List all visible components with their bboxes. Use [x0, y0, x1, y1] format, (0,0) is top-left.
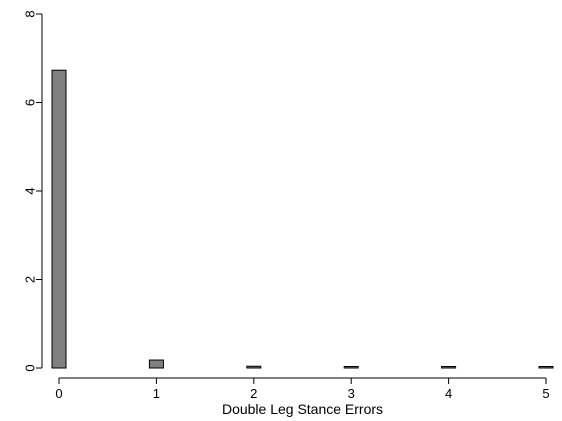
- x-tick-label-0: 0: [55, 386, 62, 401]
- x-axis-ticks: 0 1 2 3 4 5: [55, 378, 550, 401]
- x-tick-label-2: 2: [250, 386, 257, 401]
- bar-2: [246, 365, 262, 369]
- bar-0: [51, 69, 67, 369]
- y-tick-label-0: 0: [23, 364, 38, 371]
- x-tick-label-3: 3: [348, 386, 355, 401]
- y-tick-label-6: 6: [23, 99, 38, 106]
- y-tick-label-2: 2: [23, 276, 38, 283]
- x-tick-label-4: 4: [445, 386, 452, 401]
- y-tick-label-8: 8: [23, 10, 38, 17]
- y-tick-label-4: 4: [23, 187, 38, 194]
- x-axis-title: Double Leg Stance Errors: [222, 401, 383, 417]
- bar-4: [441, 366, 457, 369]
- y-axis-ticks: 0 2 4 6 8: [23, 10, 42, 372]
- bar-5: [538, 366, 554, 369]
- bar-1: [148, 359, 164, 369]
- x-tick-label-1: 1: [153, 386, 160, 401]
- x-tick-label-5: 5: [542, 386, 549, 401]
- bar-3: [343, 366, 359, 369]
- bars: [51, 69, 554, 369]
